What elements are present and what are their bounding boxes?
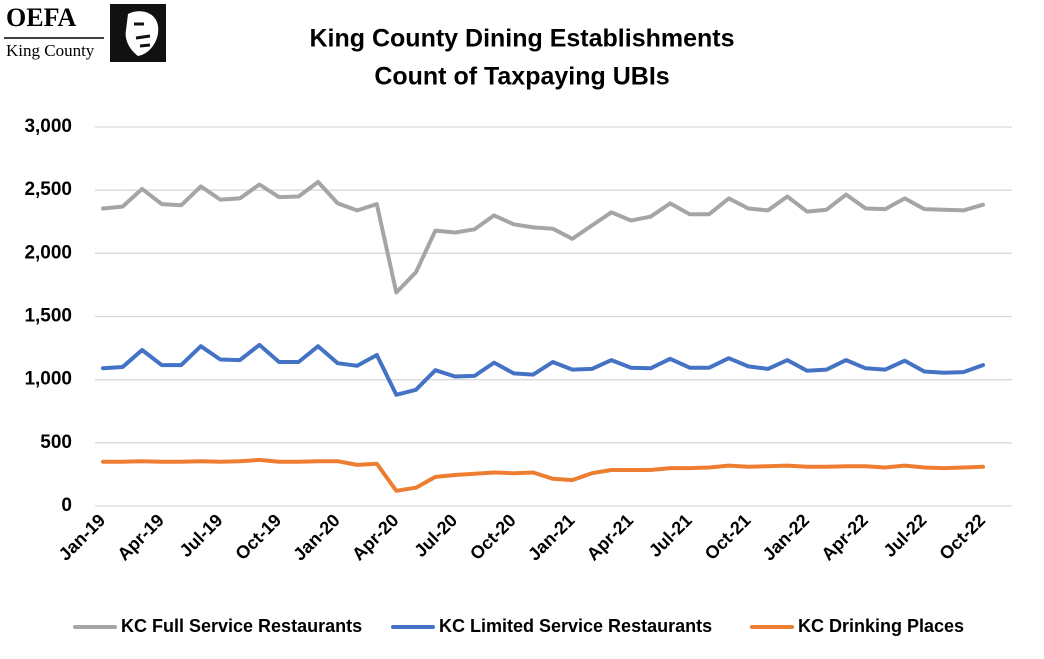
y-tick-label: 2,000	[24, 242, 72, 263]
y-tick-label: 1,000	[24, 369, 72, 390]
logo-face-detail	[134, 22, 151, 48]
x-tick-label: Apr-21	[583, 510, 637, 564]
x-tick-label: Jul-21	[645, 510, 696, 561]
x-tick-label: Apr-22	[817, 510, 871, 564]
x-tick-label: Jan-22	[759, 510, 813, 564]
y-tick-label: 500	[40, 432, 72, 453]
legend-label: KC Drinking Places	[798, 616, 964, 636]
y-tick-label: 1,500	[24, 306, 72, 327]
chart-title: King County Dining Establishments	[309, 25, 734, 53]
series-line	[101, 342, 985, 397]
legend-label: KC Limited Service Restaurants	[439, 616, 712, 636]
x-tick-label: Oct-21	[701, 510, 755, 564]
x-tick-label: Jul-20	[410, 510, 461, 561]
x-tick-label: Jul-22	[880, 510, 931, 561]
grid: 0 500 1,000 1,500 2,000 2,500 3,000 Jan-19 Apr-1…	[24, 116, 1012, 565]
x-tick-label: Oct-22	[935, 510, 989, 564]
x-tick-label: Oct-20	[466, 510, 520, 564]
logo-face	[125, 11, 159, 57]
series-line	[101, 180, 985, 295]
logo: OEFA King County	[4, 3, 166, 62]
legend-label: KC Full Service Restaurants	[121, 616, 362, 636]
y-tick-label: 2,500	[24, 179, 72, 200]
series-line	[101, 457, 985, 493]
plot-area	[101, 180, 985, 493]
chart-subtitle: Count of Taxpaying UBIs	[374, 63, 669, 91]
x-tick-label: Jan-21	[524, 510, 578, 564]
x-tick-label: Jul-19	[176, 510, 227, 561]
y-tick-label: 0	[61, 495, 72, 516]
x-tick-label: Jan-19	[55, 510, 109, 564]
x-tick-label: Apr-20	[348, 510, 402, 564]
x-tick-label: Jan-20	[289, 510, 343, 564]
legend: KC Full Service Restaurants KC Limited Se…	[73, 616, 964, 636]
logo-subtitle: King County	[6, 41, 95, 60]
x-tick-label: Oct-19	[231, 510, 285, 564]
logo-title: OEFA	[6, 3, 77, 32]
x-tick-label: Apr-19	[113, 510, 167, 564]
y-tick-label: 3,000	[24, 116, 72, 137]
